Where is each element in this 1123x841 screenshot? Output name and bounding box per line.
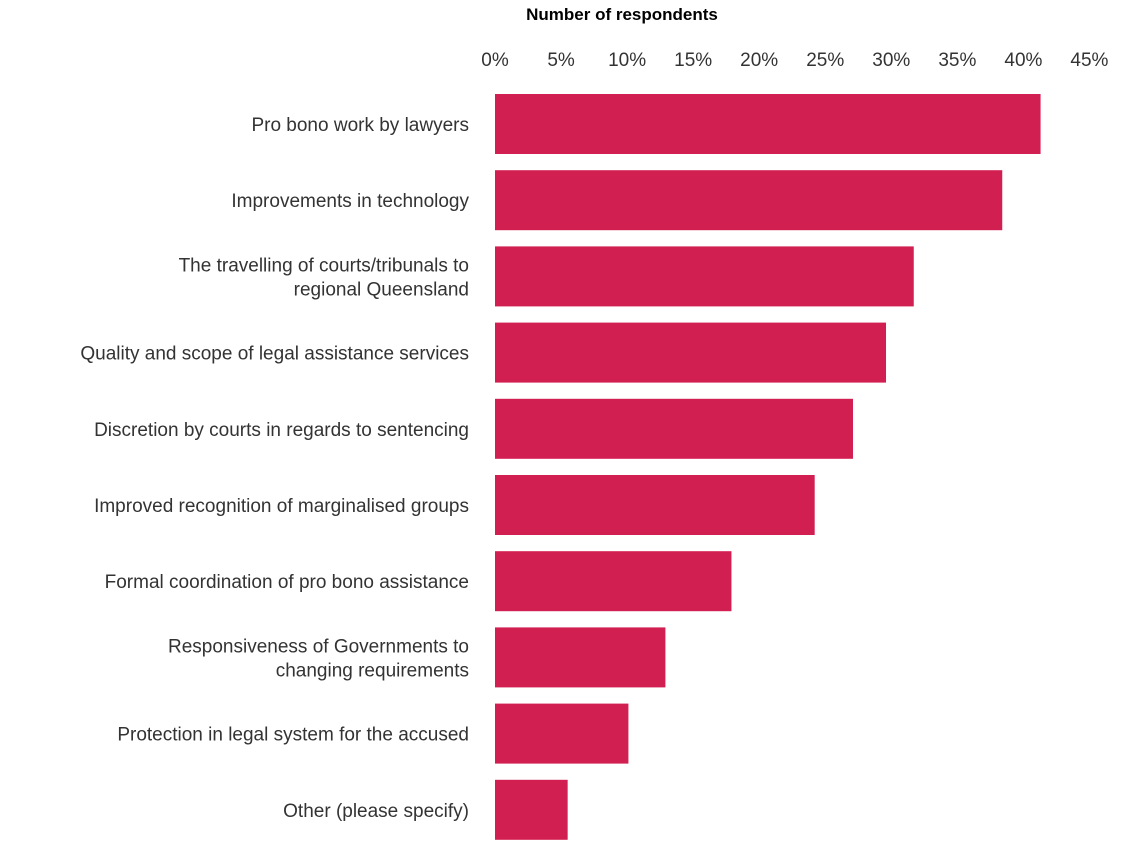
x-tick-label: 25% bbox=[806, 50, 844, 71]
x-tick-label: 0% bbox=[481, 50, 509, 71]
category-label-line: Discretion by courts in regards to sente… bbox=[94, 420, 469, 441]
category-label-line: Protection in legal system for the accus… bbox=[117, 725, 469, 746]
category-label: Protection in legal system for the accus… bbox=[117, 725, 469, 746]
category-label-line: Quality and scope of legal assistance se… bbox=[80, 344, 469, 365]
x-tick-label: 35% bbox=[938, 50, 976, 71]
category-labels: Pro bono work by lawyers Improvements in … bbox=[80, 115, 469, 822]
category-label-line: Pro bono work by lawyers bbox=[251, 115, 469, 136]
category-label-line: Improved recognition of marginalised gro… bbox=[94, 496, 469, 517]
x-tick-label: 20% bbox=[740, 50, 778, 71]
bars bbox=[495, 94, 1041, 840]
category-label-line: Formal coordination of pro bono assistan… bbox=[105, 572, 469, 593]
x-tick-label: 40% bbox=[1004, 50, 1042, 71]
category-label: Improved recognition of marginalised gro… bbox=[94, 496, 469, 517]
x-tick-label: 10% bbox=[608, 50, 646, 71]
bar bbox=[495, 246, 914, 307]
bar bbox=[495, 703, 629, 764]
category-label: Other (please specify) bbox=[283, 801, 469, 822]
category-label: Improvements in technology bbox=[231, 191, 469, 212]
category-label-line: regional Queensland bbox=[294, 279, 469, 300]
x-tick-label: 30% bbox=[872, 50, 910, 71]
x-axis-title: Number of respondents bbox=[526, 5, 718, 24]
bar bbox=[495, 170, 1003, 231]
bar bbox=[495, 94, 1041, 154]
bar bbox=[495, 627, 666, 688]
category-label: Pro bono work by lawyers bbox=[251, 115, 469, 136]
category-label-line: Responsiveness of Governments to bbox=[168, 636, 469, 657]
bar bbox=[495, 475, 815, 535]
category-label: Formal coordination of pro bono assistan… bbox=[105, 572, 469, 593]
category-label: Quality and scope of legal assistance se… bbox=[80, 344, 469, 365]
category-label-line: Improvements in technology bbox=[231, 191, 469, 212]
category-label-line: Other (please specify) bbox=[283, 801, 469, 822]
x-tick-label: 45% bbox=[1070, 50, 1108, 71]
bar bbox=[495, 779, 568, 840]
x-tick-label: 5% bbox=[547, 50, 575, 71]
x-axis-ticks: 0% 5% 10% 15% 20% 25% 30% 35% 40% 45% bbox=[481, 50, 1108, 71]
bar bbox=[495, 398, 853, 459]
bar bbox=[495, 322, 887, 383]
category-label-line: The travelling of courts/tribunals to bbox=[179, 255, 469, 276]
category-label-line: changing requirements bbox=[276, 660, 469, 681]
category-label: Responsiveness of Governments to changing… bbox=[168, 636, 469, 681]
x-tick-label: 15% bbox=[674, 50, 712, 71]
category-label: Discretion by courts in regards to sente… bbox=[94, 420, 469, 441]
bar bbox=[495, 551, 732, 612]
category-label: The travelling of courts/tribunals to reg… bbox=[179, 255, 469, 300]
